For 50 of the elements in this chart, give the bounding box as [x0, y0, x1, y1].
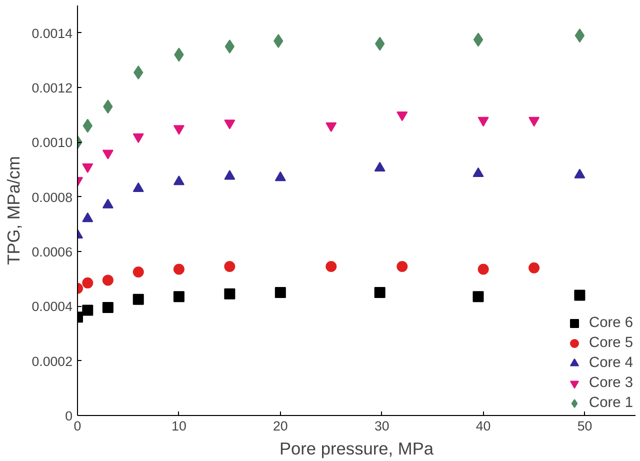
point	[478, 264, 489, 275]
point	[132, 133, 144, 143]
legend-label: Core 6	[589, 315, 633, 331]
point	[224, 288, 236, 300]
y-axis-title: TPG, MPa/cm	[4, 156, 24, 265]
point	[528, 116, 540, 127]
legend-label: Core 3	[589, 375, 633, 391]
y-tick-label: 0.0012	[32, 80, 72, 96]
y-tick-label: 0.0002	[32, 354, 72, 369]
x-tick-label: 50	[577, 418, 592, 434]
point	[173, 291, 184, 302]
point	[326, 122, 337, 132]
y-tick-label: 0.0006	[32, 244, 72, 260]
point	[82, 277, 94, 288]
x-tick-label: 30	[374, 418, 390, 434]
point	[102, 150, 114, 160]
y-tick-label: 0.0010	[32, 135, 72, 150]
y-tick-label: 0.0004	[32, 299, 74, 314]
x-tick-label: 40	[476, 418, 491, 434]
point	[224, 261, 236, 272]
y-tick-label: 0	[65, 408, 73, 424]
point	[374, 287, 386, 298]
point	[478, 116, 489, 127]
legend-label: Core 4	[589, 355, 633, 371]
point	[574, 28, 585, 43]
point	[173, 125, 184, 135]
legend-label: Core 5	[589, 335, 633, 351]
point	[173, 264, 184, 275]
point	[528, 262, 540, 274]
point	[274, 287, 286, 298]
point	[224, 40, 235, 54]
point	[82, 304, 94, 316]
x-tick-label: 20	[272, 418, 288, 434]
y-tick-label: 0.0008	[32, 190, 72, 205]
point	[102, 274, 114, 286]
x-tick-label: 10	[172, 418, 186, 434]
point	[224, 120, 236, 130]
point	[132, 266, 144, 278]
point	[132, 294, 144, 305]
point	[473, 32, 484, 47]
legend-label: Core 1	[589, 395, 633, 411]
point	[396, 261, 408, 272]
point	[472, 291, 484, 302]
x-axis-title: Pore pressure, MPa	[279, 438, 434, 458]
point	[396, 111, 408, 122]
point	[574, 290, 586, 301]
point	[326, 261, 337, 272]
point	[102, 302, 114, 314]
point	[82, 163, 94, 174]
y-tick-label: 0.0014	[32, 26, 74, 41]
